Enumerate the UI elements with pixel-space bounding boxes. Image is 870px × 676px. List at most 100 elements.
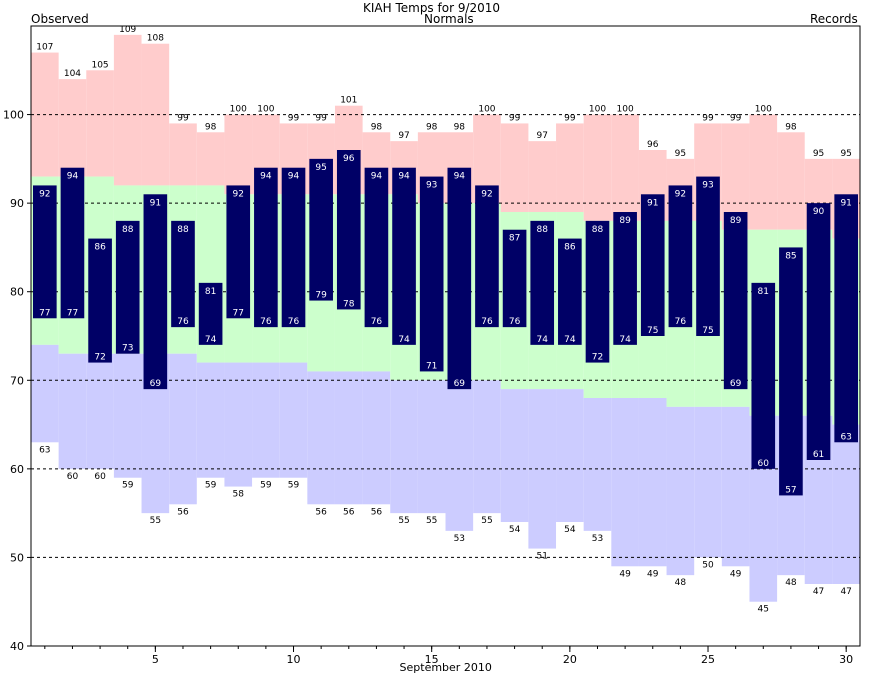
record-low-band-26 — [721, 406, 750, 567]
chart-title: KIAH Temps for 9/2010 — [363, 1, 501, 15]
observed-high-label-26: 89 — [730, 216, 742, 226]
record-low-band-24 — [666, 406, 695, 576]
x-tick-label-25: 25 — [701, 653, 715, 666]
record-low-band-9 — [252, 362, 280, 478]
record-high-label-11: 99 — [315, 113, 327, 123]
record-high-band-19 — [528, 141, 557, 212]
y-tick-label-70: 70 — [10, 374, 24, 387]
record-high-label-5: 108 — [147, 34, 164, 44]
record-low-label-6: 56 — [177, 507, 189, 517]
record-high-label-20: 99 — [564, 113, 576, 123]
observed-bar-12 — [336, 150, 361, 310]
record-low-band-3 — [86, 353, 114, 469]
record-low-label-4: 59 — [122, 481, 134, 491]
record-low-band-13 — [362, 371, 391, 505]
observed-low-label-6: 76 — [177, 317, 189, 327]
observed-low-label-7: 74 — [205, 335, 217, 345]
observed-high-label-22: 89 — [619, 216, 631, 226]
record-low-label-15: 55 — [426, 516, 437, 526]
observed-bar-14 — [392, 167, 416, 345]
grid-lines — [31, 114, 860, 558]
observed-bar-9 — [254, 167, 278, 328]
observed-low-label-29: 61 — [813, 450, 824, 460]
record-high-label-2: 104 — [64, 69, 81, 79]
legend-records: Records — [810, 12, 858, 26]
observed-high-label-19: 88 — [536, 225, 548, 235]
observed-bar-25 — [696, 176, 720, 336]
record-low-label-28: 48 — [785, 578, 797, 588]
record-high-label-9: 100 — [257, 105, 274, 115]
record-low-band-6 — [169, 353, 197, 505]
observed-low-label-26: 69 — [730, 379, 742, 389]
observed-low-label-12: 78 — [343, 299, 355, 309]
y-tick-label-90: 90 — [10, 197, 24, 210]
record-low-band-2 — [58, 353, 87, 469]
observed-high-label-14: 94 — [398, 172, 410, 182]
observed-bar-27 — [751, 282, 776, 469]
record-low-label-8: 58 — [233, 490, 245, 500]
record-low-band-8 — [224, 362, 253, 487]
observed-bar-2 — [60, 167, 85, 319]
record-high-label-13: 98 — [371, 122, 383, 132]
observed-bar-7 — [198, 282, 223, 345]
record-high-band-7 — [196, 132, 225, 186]
observed-bar-3 — [88, 238, 112, 363]
record-high-label-19: 97 — [536, 131, 547, 141]
record-high-label-25: 99 — [702, 113, 714, 123]
observed-bar-16 — [447, 167, 472, 390]
record-high-band-20 — [556, 123, 584, 212]
record-low-label-5: 55 — [150, 516, 161, 526]
record-high-label-7: 98 — [205, 122, 217, 132]
observed-low-label-27: 60 — [758, 459, 770, 469]
observed-low-label-10: 76 — [288, 317, 300, 327]
record-low-band-25 — [694, 406, 722, 558]
record-high-band-21 — [583, 114, 612, 221]
record-high-band-18 — [500, 123, 529, 212]
observed-low-label-5: 69 — [150, 379, 162, 389]
x-tick-label-5: 5 — [152, 653, 159, 666]
observed-high-label-15: 93 — [426, 181, 437, 191]
record-low-band-15 — [417, 380, 446, 514]
record-low-label-23: 49 — [647, 569, 659, 579]
observed-low-label-9: 76 — [260, 317, 272, 327]
record-low-band-17 — [473, 380, 501, 514]
observed-bar-6 — [171, 220, 195, 328]
observed-high-label-1: 92 — [39, 189, 50, 199]
observed-low-label-22: 74 — [619, 335, 631, 345]
record-high-label-16: 98 — [454, 122, 466, 132]
legend-observed: Observed — [31, 12, 89, 26]
record-low-band-20 — [556, 389, 584, 522]
observed-bar-24 — [668, 185, 693, 328]
observed-low-label-19: 74 — [536, 335, 548, 345]
observed-low-label-13: 76 — [371, 317, 383, 327]
observed-bar-22 — [613, 212, 637, 345]
observed-low-label-30: 63 — [840, 432, 851, 442]
record-high-band-2 — [58, 79, 87, 177]
record-low-label-26: 49 — [730, 569, 742, 579]
observed-high-label-11: 95 — [315, 163, 326, 173]
x-tick-label-20: 20 — [563, 653, 577, 666]
observed-bar-1 — [33, 185, 57, 319]
record-high-label-24: 95 — [675, 149, 686, 159]
record-low-label-30: 47 — [840, 587, 851, 597]
observed-high-label-10: 94 — [288, 172, 300, 182]
observed-low-label-24: 76 — [675, 317, 687, 327]
observed-low-label-15: 71 — [426, 361, 437, 371]
record-low-label-7: 59 — [205, 481, 217, 491]
y-tick-label-100: 100 — [3, 109, 24, 122]
x-axis-label: September 2010 — [400, 661, 492, 674]
observed-low-label-23: 75 — [647, 326, 658, 336]
observed-bar-28 — [779, 247, 803, 496]
observed-bars — [33, 150, 858, 496]
record-low-label-20: 54 — [564, 525, 576, 535]
observed-bar-29 — [806, 203, 831, 460]
record-high-label-8: 100 — [230, 105, 247, 115]
observed-low-label-17: 76 — [481, 317, 493, 327]
record-low-band-30 — [832, 424, 860, 584]
record-low-label-9: 59 — [260, 481, 272, 491]
observed-high-label-4: 88 — [122, 225, 134, 235]
observed-high-label-12: 96 — [343, 154, 355, 164]
record-low-label-17: 55 — [481, 516, 492, 526]
record-low-band-16 — [445, 380, 474, 531]
observed-high-label-21: 88 — [592, 225, 604, 235]
